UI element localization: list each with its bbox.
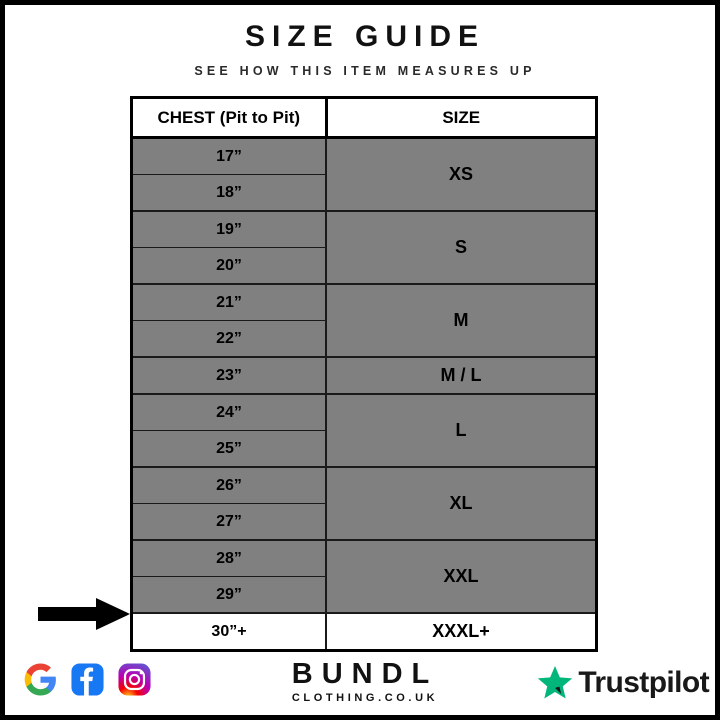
table-body: 17” XS 18” 19” S 20” 21” M 22” 23” M / L 24” L 25” 26”…: [133, 137, 595, 649]
table-header: CHEST (Pit to Pit) SIZE: [133, 99, 595, 139]
facebook-icon[interactable]: [70, 662, 105, 697]
chest-measurement-cell: 18”: [133, 174, 327, 212]
google-icon[interactable]: [23, 662, 58, 697]
size-label-cell: XS: [326, 137, 595, 212]
chest-measurement-cell: 28”: [133, 540, 327, 577]
size-label-cell: XXL: [326, 540, 595, 614]
table-row: 28” XXL: [133, 540, 595, 614]
table-row: 23” M / L: [133, 357, 595, 395]
size-label-cell: XL: [326, 467, 595, 541]
table-row: 25”: [133, 430, 595, 468]
right-arrow-icon: [38, 597, 130, 631]
column-header-size: SIZE: [326, 99, 595, 139]
instagram-icon[interactable]: [117, 662, 152, 697]
table-row: 19” S: [133, 211, 595, 285]
table-header-row: CHEST (Pit to Pit) SIZE: [133, 99, 595, 139]
size-label-cell: M: [326, 284, 595, 358]
table-row: 18”: [133, 174, 595, 212]
size-label-cell: S: [326, 211, 595, 285]
page-subtitle: SEE HOW THIS ITEM MEASURES UP: [194, 64, 536, 78]
size-label-cell: M / L: [326, 357, 595, 395]
chest-measurement-cell: 17”: [133, 137, 327, 175]
table-row: 20”: [133, 247, 595, 285]
footer: BUNDL CLOTHING.CO.UK Trustpilot: [5, 650, 720, 720]
chest-measurement-cell: 23”: [133, 357, 327, 395]
chest-measurement-cell: 27”: [133, 503, 327, 541]
chest-measurement-cell: 19”: [133, 211, 327, 248]
table-row: 30”+ XXXL+: [133, 613, 595, 649]
chest-measurement-cell: 20”: [133, 247, 327, 285]
trustpilot-wordmark: Trustpilot: [578, 666, 709, 699]
chest-measurement-cell: 29”: [133, 576, 327, 614]
size-guide-table-wrapper: CHEST (Pit to Pit) SIZE 17” XS 18” 19” S 20” 2…: [130, 96, 598, 652]
size-label-cell: L: [326, 394, 595, 468]
brand-logo: BUNDL CLOTHING.CO.UK: [5, 658, 720, 705]
chest-measurement-cell: 21”: [133, 284, 327, 321]
brand-domain: CLOTHING.CO.UK: [291, 692, 439, 704]
chest-measurement-cell: 24”: [133, 394, 327, 431]
table-row: 22”: [133, 320, 595, 358]
page-title: SIZE GUIDE: [244, 20, 486, 53]
chest-measurement-cell: 22”: [133, 320, 327, 358]
social-links: [23, 662, 152, 697]
trustpilot-logo[interactable]: Trustpilot: [536, 664, 710, 702]
chest-measurement-cell: 25”: [133, 430, 327, 468]
table-row: 17” XS: [133, 137, 595, 212]
brand-name: BUNDL: [291, 658, 439, 690]
trustpilot-star-icon: [536, 664, 574, 702]
chest-measurement-cell: 30”+: [133, 613, 327, 649]
header: SIZE GUIDE SEE HOW THIS ITEM MEASURES UP: [5, 19, 720, 79]
size-guide-table: CHEST (Pit to Pit) SIZE 17” XS 18” 19” S 20” 2…: [133, 99, 595, 649]
table-row: 24” L: [133, 394, 595, 468]
table-row: 26” XL: [133, 467, 595, 541]
size-label-cell: XXXL+: [326, 613, 595, 649]
table-row: 29”: [133, 576, 595, 614]
table-row: 21” M: [133, 284, 595, 358]
chest-measurement-cell: 26”: [133, 467, 327, 504]
table-row: 27”: [133, 503, 595, 541]
column-header-chest: CHEST (Pit to Pit): [133, 99, 328, 139]
